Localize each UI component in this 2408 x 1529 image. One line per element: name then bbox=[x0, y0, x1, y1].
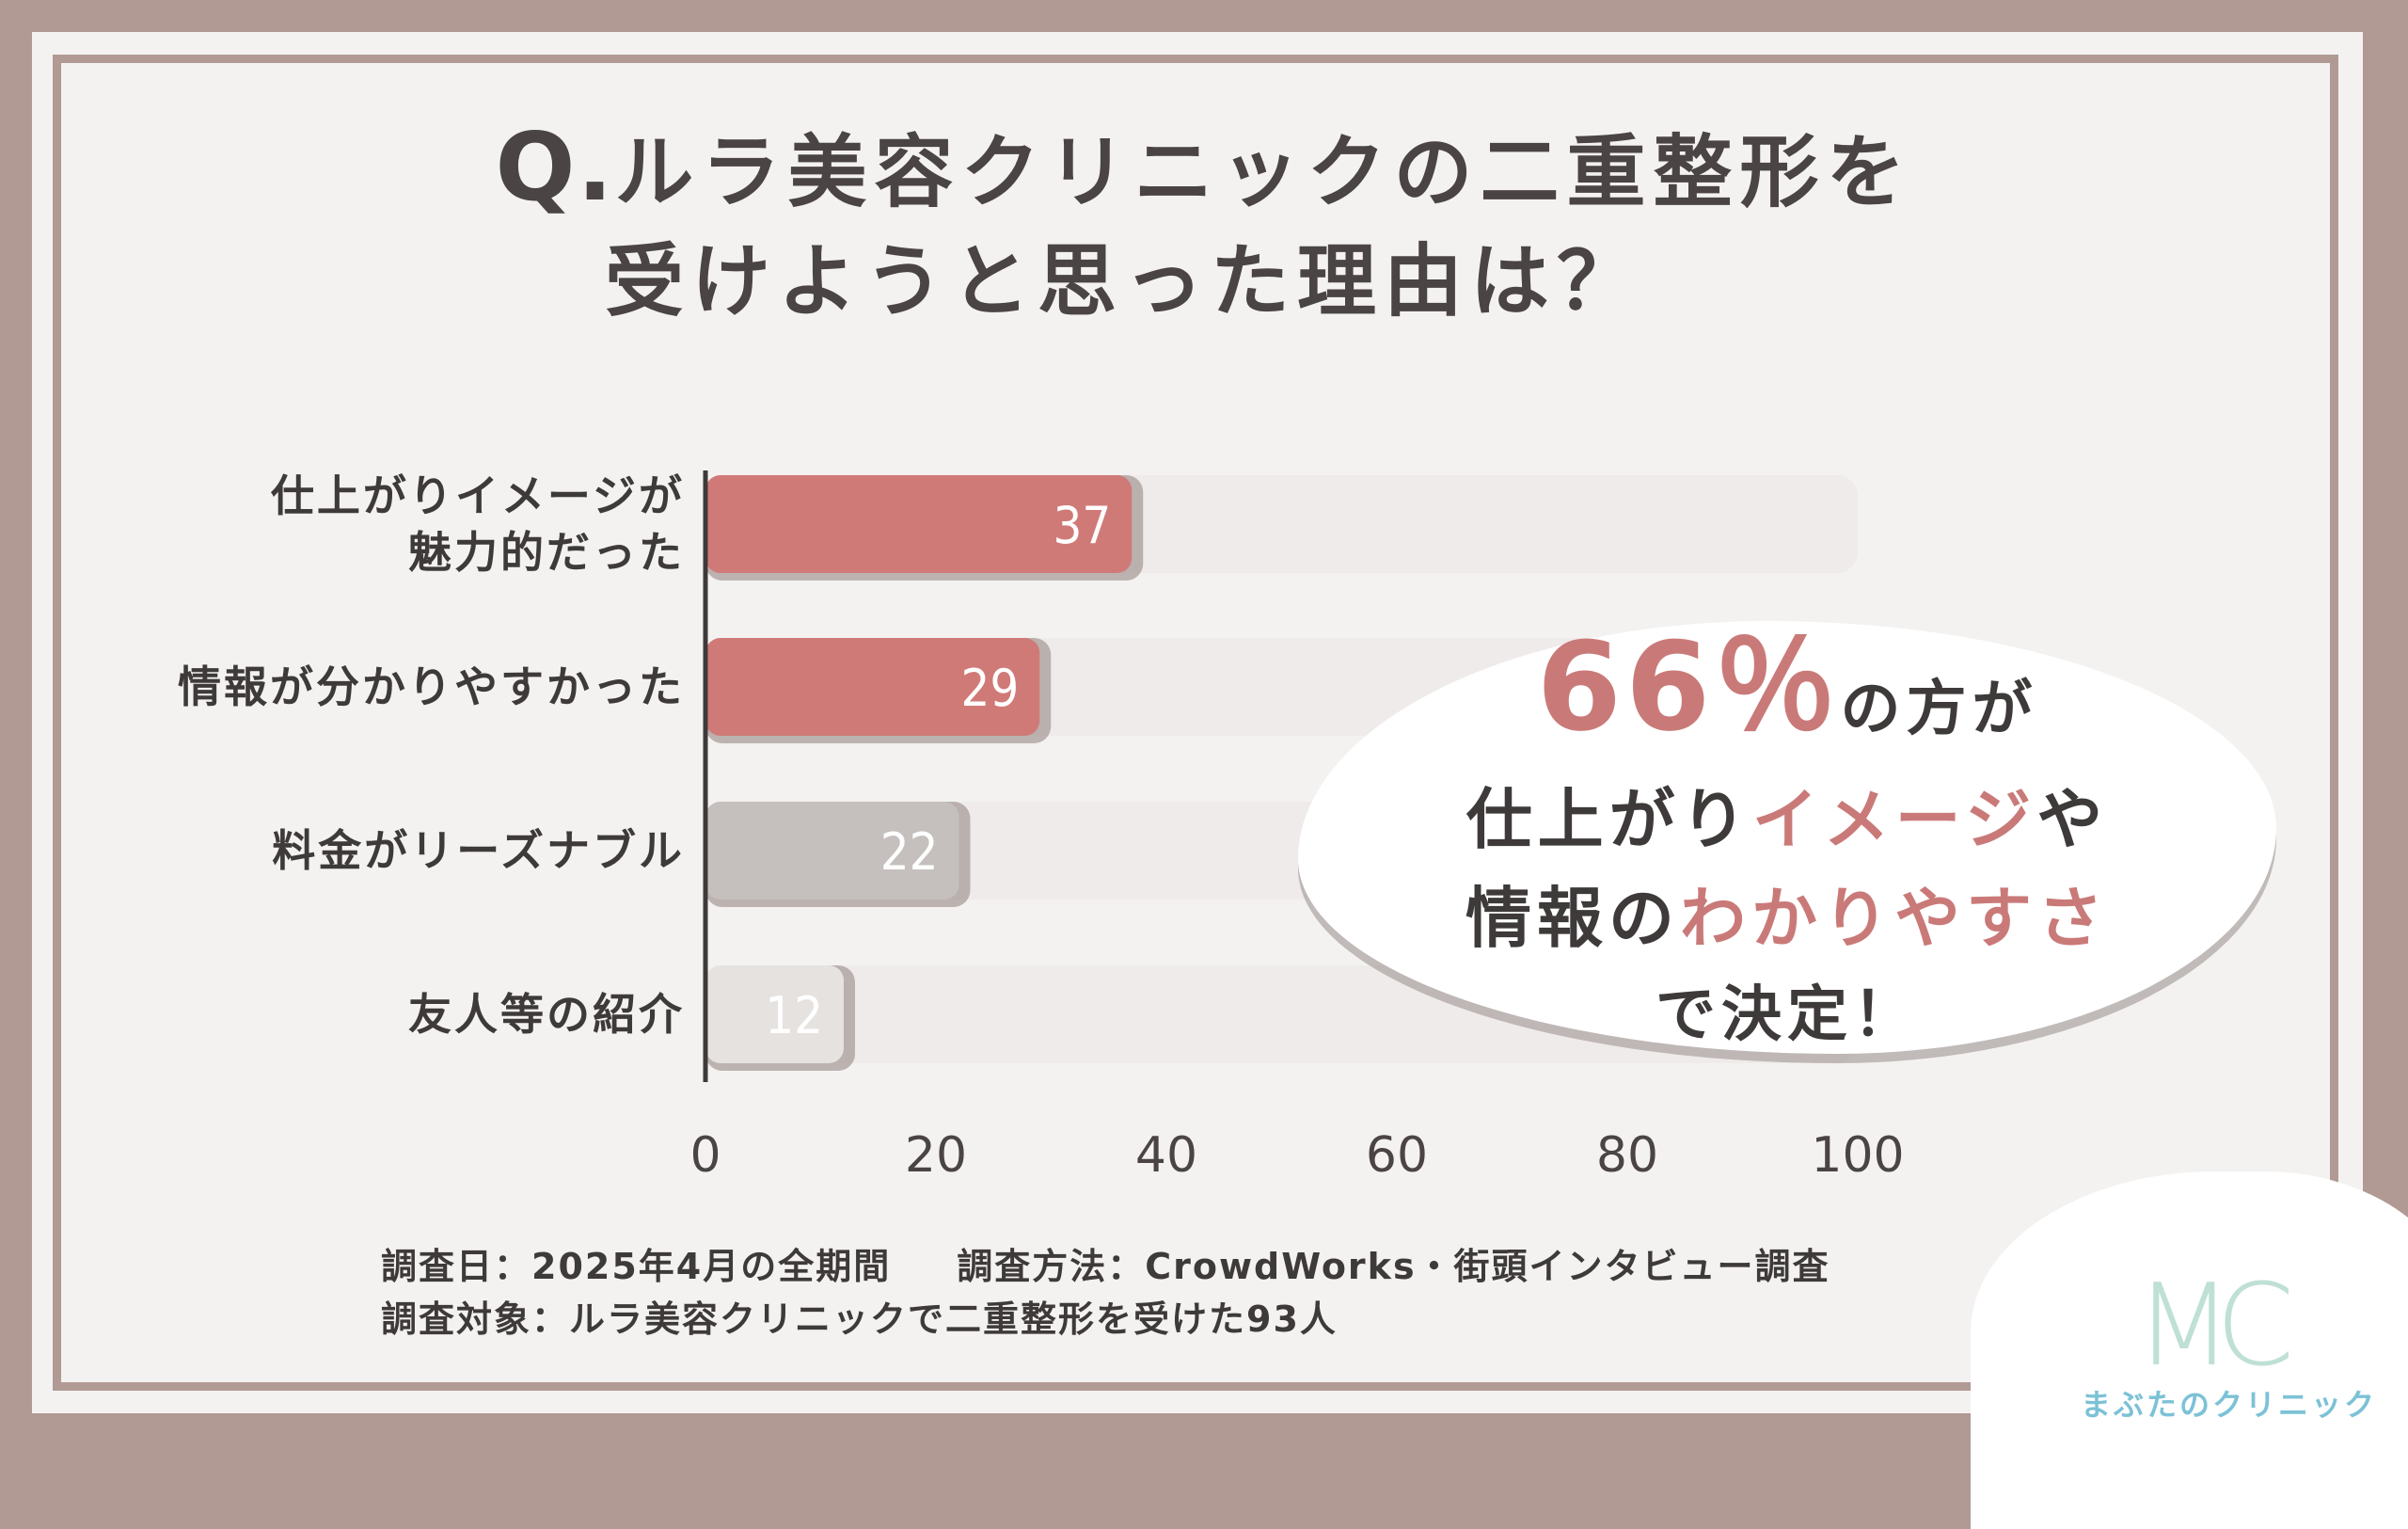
survey-method: 調査方法：CrowdWorks・街頭インタビュー調査 bbox=[957, 1246, 1830, 1287]
bar bbox=[705, 638, 1040, 736]
category-label: 料金がリーズナブル bbox=[272, 825, 685, 876]
inner-border bbox=[53, 55, 2338, 1391]
callout-row-1: 66％の方が bbox=[1298, 626, 2276, 771]
callout-row-1-rest: の方が bbox=[1840, 675, 2038, 744]
footnote-line-1: 調査日：2025年4月の全期間 調査方法：CrowdWorks・街頭インタビュー調… bbox=[381, 1240, 1830, 1293]
bar-value-label: 29 bbox=[960, 659, 1019, 718]
callout-row-3-a: 情報の bbox=[1465, 880, 1680, 957]
callout-row-3-highlight: わかりやすさ bbox=[1680, 880, 2109, 957]
survey-footnote: 調査日：2025年4月の全期間 調査方法：CrowdWorks・街頭インタビュー調… bbox=[381, 1240, 1830, 1346]
title-line-1: Q.ルラ美容クリニックの二重整形を bbox=[0, 113, 2408, 227]
survey-date: 調査日：2025年4月の全期間 bbox=[381, 1246, 892, 1287]
callout-row-2-a: 仕上がり bbox=[1465, 781, 1752, 858]
bar bbox=[705, 802, 959, 900]
category-label: 魅力的だった bbox=[408, 527, 685, 578]
callout-row-2-highlight: イメージ bbox=[1751, 781, 2037, 858]
callout-row-2-c: や bbox=[2036, 781, 2109, 858]
bar bbox=[705, 965, 844, 1063]
category-label: 情報が分かりやすかった bbox=[178, 661, 685, 712]
callout-row-2: 仕上がりイメージや bbox=[1298, 771, 2276, 869]
title-line-2: 受けようと思った理由は？ bbox=[604, 235, 1643, 327]
callout-row-3: 情報のわかりやすさ bbox=[1298, 869, 2276, 968]
bar-value-label: 12 bbox=[765, 986, 823, 1045]
title-line-1-text: ルラ美容クリニックの二重整形を bbox=[614, 126, 1913, 218]
logo-mark: MC bbox=[2135, 1261, 2294, 1392]
callout-text: 66％の方が 仕上がりイメージや 情報のわかりやすさ で決定！ bbox=[1298, 626, 2276, 1062]
logo-name: まぶたのクリニック bbox=[2081, 1387, 2378, 1423]
x-tick-label: 0 bbox=[689, 1127, 721, 1184]
category-label: 友人等の紹介 bbox=[408, 989, 685, 1040]
x-tick-label: 60 bbox=[1366, 1127, 1428, 1184]
category-label: 仕上がりイメージが bbox=[271, 470, 685, 521]
bar-value-label: 22 bbox=[880, 822, 939, 882]
callout-row-4: で決定！ bbox=[1656, 980, 1919, 1050]
x-tick-label: 40 bbox=[1135, 1127, 1197, 1184]
page-title: Q.ルラ美容クリニックの二重整形を 受けようと思った理由は？ bbox=[0, 113, 2408, 336]
title-q-mark: Q. bbox=[495, 112, 615, 222]
x-tick-label: 80 bbox=[1596, 1127, 1658, 1184]
x-tick-label: 20 bbox=[905, 1127, 967, 1184]
bar-value-label: 37 bbox=[1053, 496, 1111, 555]
callout-bubble bbox=[1298, 621, 2276, 1054]
x-tick-label: 100 bbox=[1811, 1127, 1904, 1184]
bar bbox=[705, 475, 1133, 573]
callout-percent: 66％ bbox=[1536, 615, 1841, 758]
survey-target: 調査対象：ルラ美容クリニックで二重整形を受けた93人 bbox=[381, 1298, 1338, 1340]
